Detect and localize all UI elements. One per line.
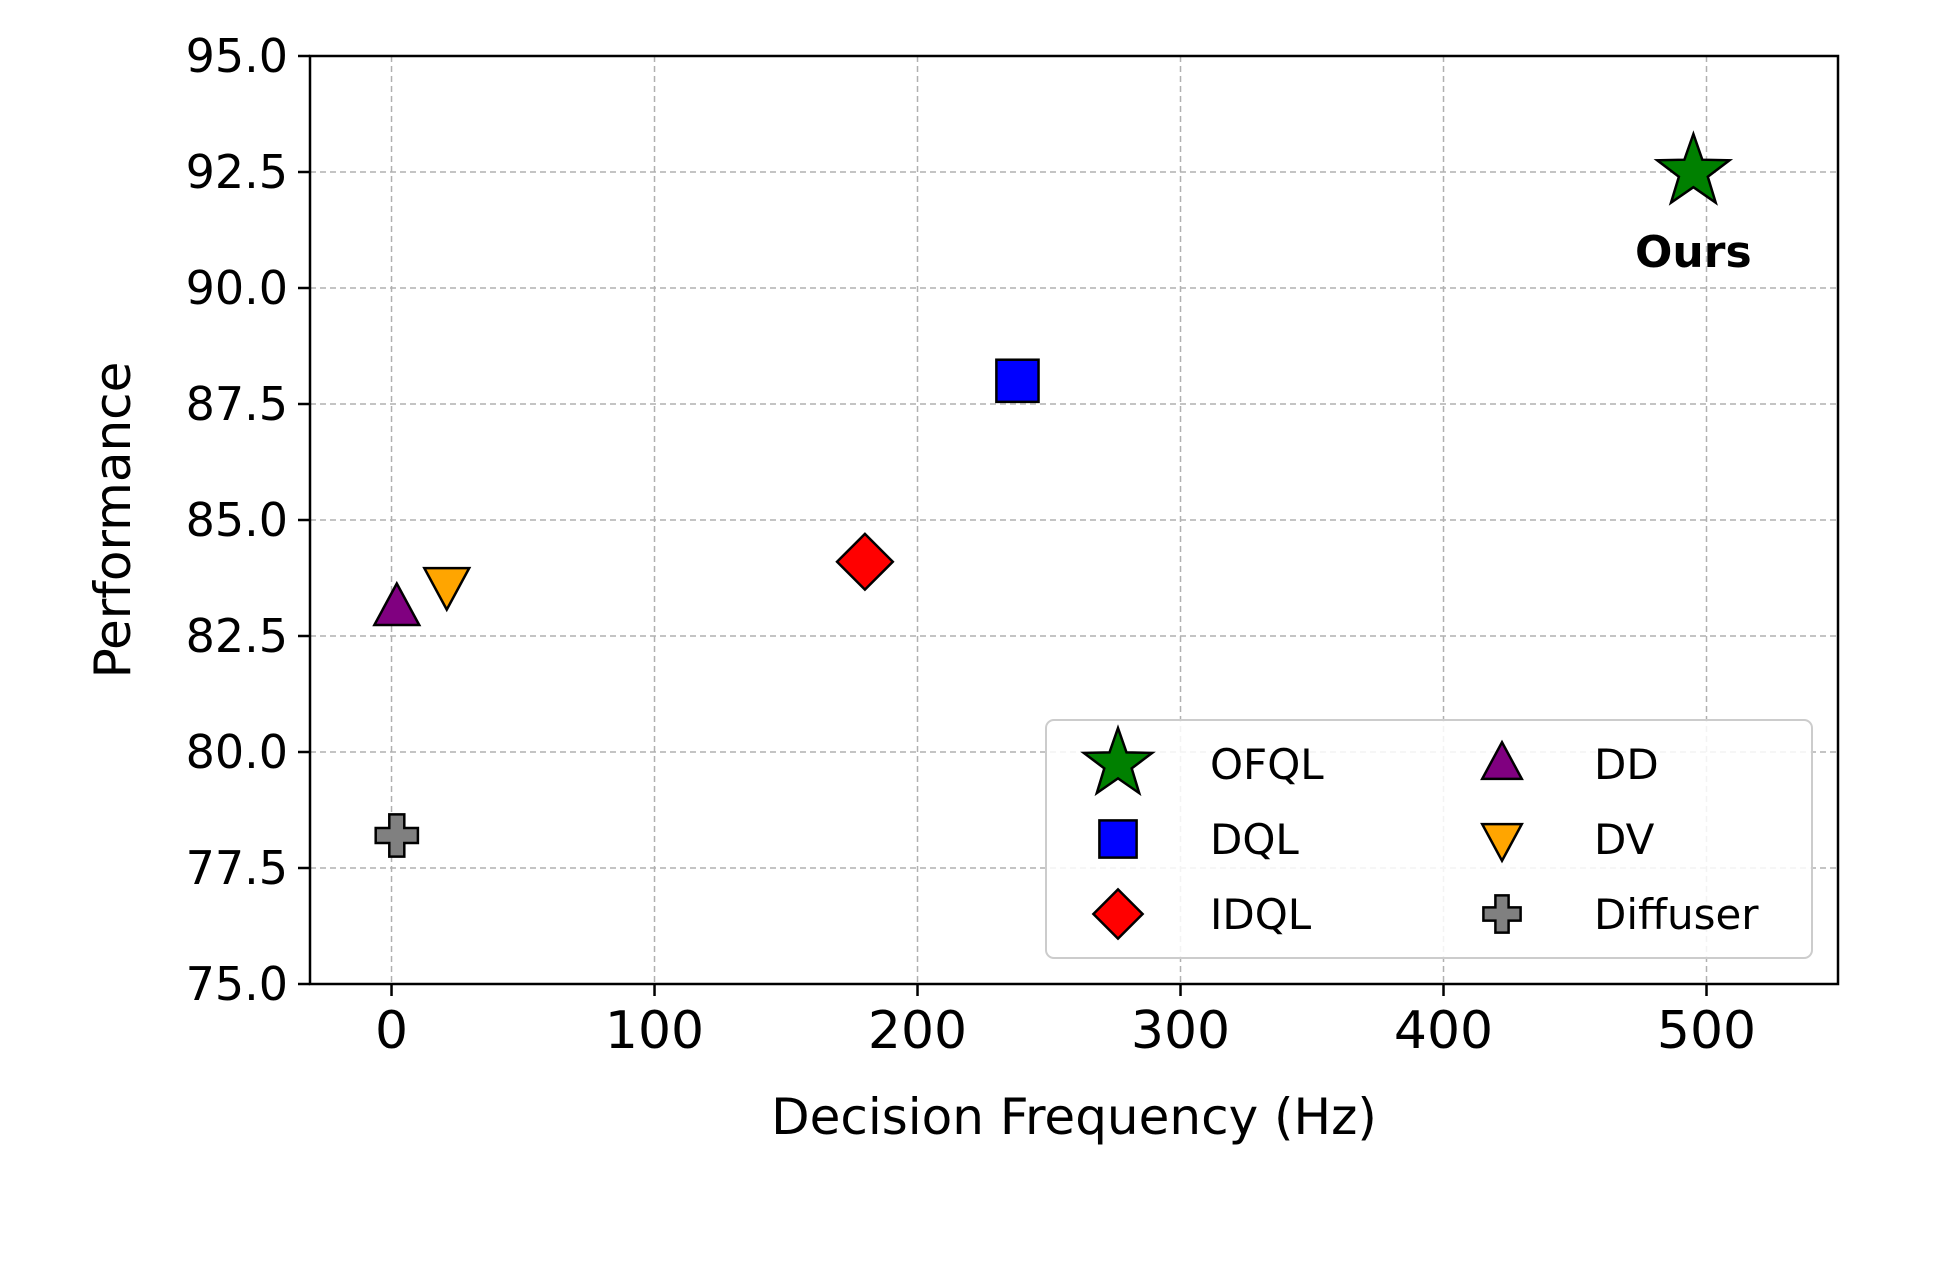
legend-label-dv: DV (1594, 815, 1655, 864)
point-idql-marker (835, 532, 895, 592)
y-tick-label: 87.5 (186, 377, 288, 431)
legend-marker-dv (1480, 822, 1524, 864)
y-tick-label: 95.0 (186, 29, 288, 83)
y-axis-label: Performance (84, 362, 142, 679)
legend-label-dd: DD (1594, 740, 1659, 789)
grid (310, 55, 1838, 985)
y-tick-label: 80.0 (186, 725, 288, 779)
point-dd-marker (372, 580, 422, 627)
x-tick-label: 0 (375, 1001, 408, 1061)
legend-label-idql: IDQL (1210, 890, 1312, 939)
x-tick-label: 300 (1131, 1001, 1230, 1061)
y-tick-label: 85.0 (186, 493, 288, 547)
axis-ticks: 0 100 200 300 400 500 75.0 77.5 80.0 82.5 85.0 87.5… (186, 29, 1757, 1061)
legend-marker-dd (1480, 739, 1524, 781)
legend-label-diffuser: Diffuser (1594, 890, 1759, 939)
x-tick-label: 500 (1657, 1001, 1756, 1061)
point-dql-marker (995, 358, 1040, 404)
legend-label-ofql: OFQL (1210, 740, 1324, 789)
point-diffuser-marker (374, 813, 420, 858)
legend-marker-diffuser (1482, 894, 1522, 934)
x-tick-label: 200 (868, 1001, 967, 1061)
x-tick-label: 400 (1394, 1001, 1493, 1061)
annotation-ours: Ours (1635, 227, 1752, 278)
legend: OFQL DQL IDQL DD DV Diffuser (1045, 719, 1813, 959)
x-axis-label: Decision Frequency (Hz) (771, 1088, 1377, 1146)
y-tick-label: 90.0 (186, 261, 288, 315)
y-tick-label: 92.5 (186, 145, 288, 199)
data-points (372, 130, 1734, 858)
annotations: Ours (1635, 227, 1752, 278)
point-ofql-marker (1653, 130, 1734, 206)
legend-marker-ofql (1080, 724, 1156, 797)
point-dv-marker (422, 566, 472, 613)
y-tick-label: 82.5 (186, 609, 288, 663)
legend-marker-idql (1091, 887, 1145, 941)
legend-box (1045, 719, 1813, 959)
x-tick-label: 100 (605, 1001, 704, 1061)
legend-marker-dql (1098, 819, 1138, 859)
y-tick-label: 75.0 (186, 957, 288, 1011)
y-tick-label: 77.5 (186, 841, 288, 895)
legend-label-dql: DQL (1210, 815, 1299, 864)
